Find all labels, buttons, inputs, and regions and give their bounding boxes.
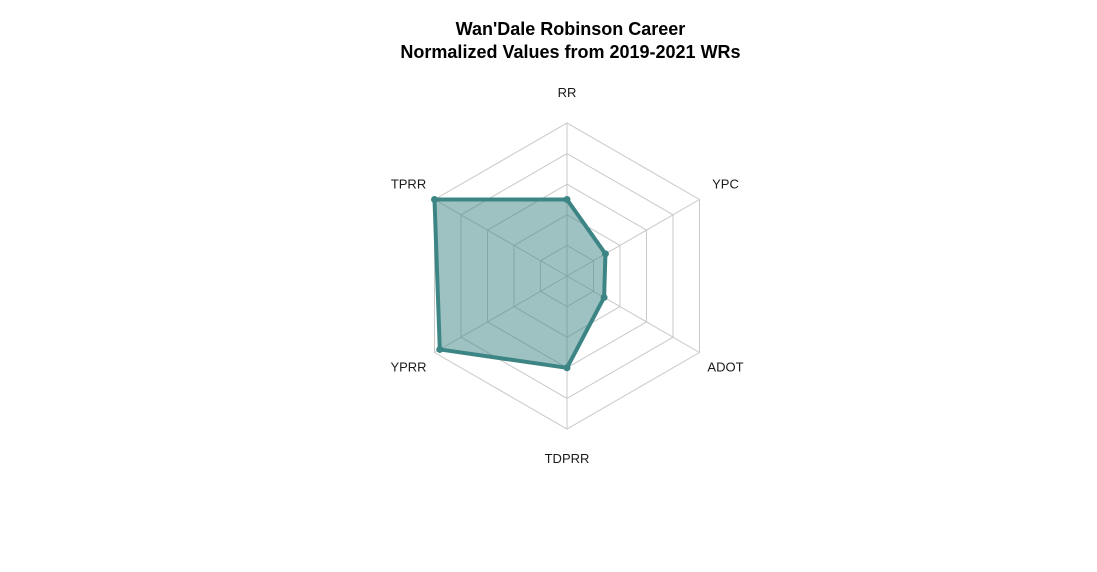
data-point-rr <box>563 196 571 203</box>
data-point-ypc <box>601 250 609 258</box>
data-point-yprr <box>436 345 444 353</box>
chart-title-line-1: Wan'Dale Robinson Career <box>455 19 686 39</box>
data-point-adot <box>600 293 608 301</box>
radar-series <box>430 196 609 372</box>
chart-title-line-2: Normalized Values from 2019-2021 WRs <box>400 42 741 62</box>
series-area-0 <box>432 197 608 370</box>
axis-label-rr: RR <box>558 85 577 100</box>
data-point-tprr <box>430 196 438 203</box>
axis-label-ypc: YPC <box>712 177 739 192</box>
axis-label-tprr: TPRR <box>391 177 426 192</box>
axis-label-tdprr: TDPRR <box>545 451 590 466</box>
axis-labels: RR YPC ADOT TDPRR YPRR TPRR <box>390 85 743 466</box>
data-point-tdprr <box>563 364 571 372</box>
axis-label-yprr: YPRR <box>390 360 426 375</box>
axis-label-adot: ADOT <box>707 360 743 375</box>
